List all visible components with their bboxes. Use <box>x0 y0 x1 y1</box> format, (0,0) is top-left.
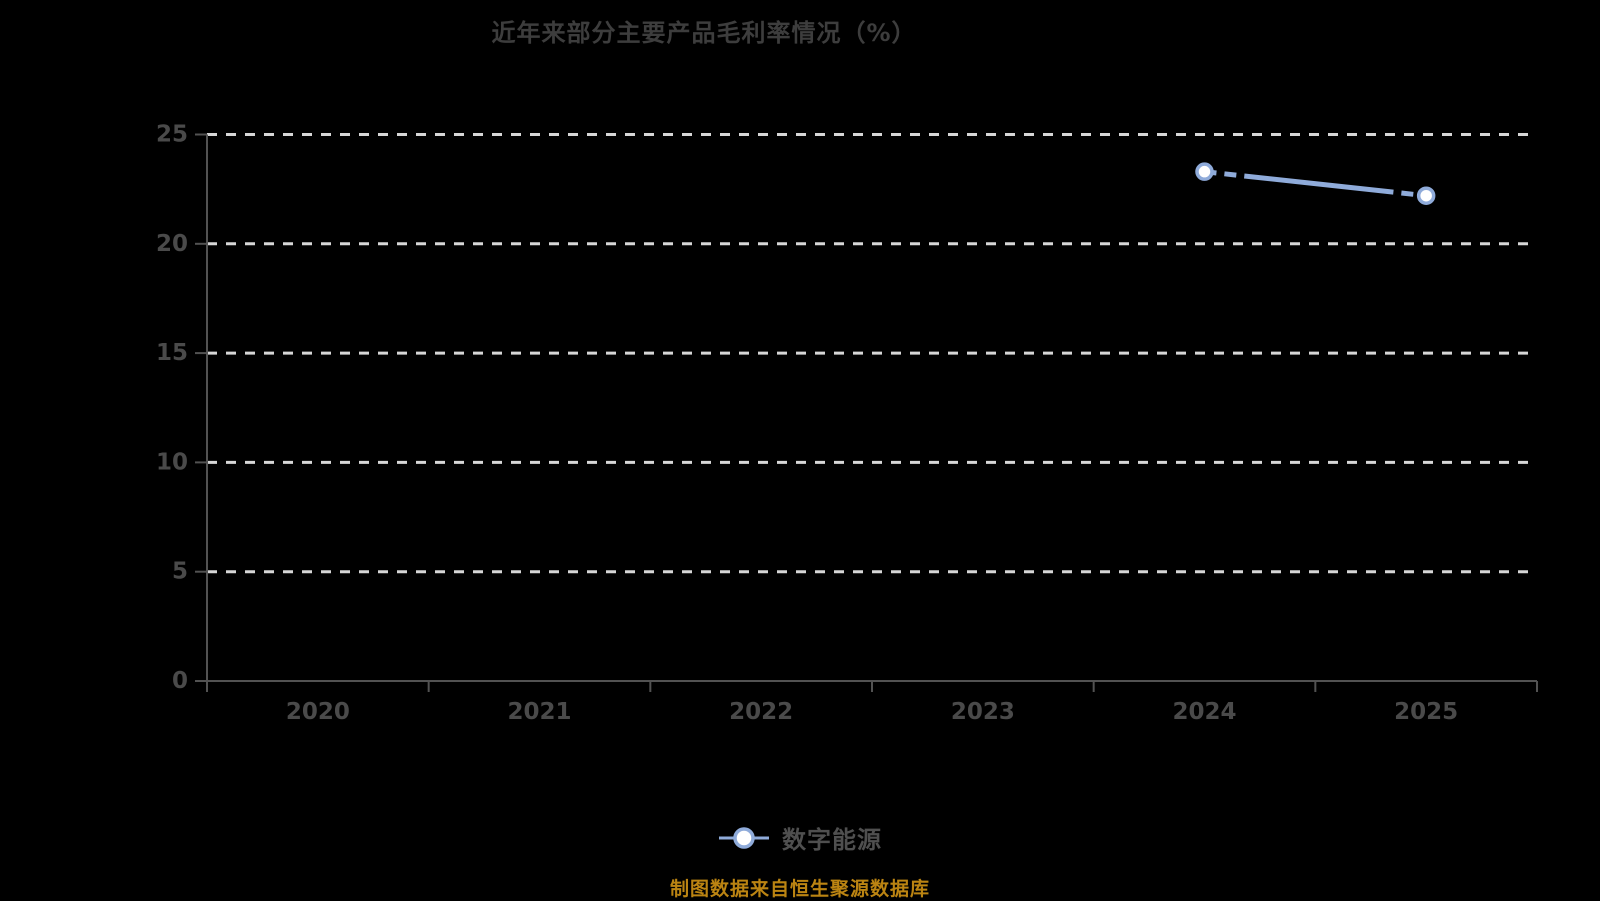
line-circle-marker-icon <box>719 826 769 849</box>
y-axis-tick-label: 20 <box>156 231 188 257</box>
x-axis-tick-label: 2021 <box>507 699 571 725</box>
x-axis-tick-label: 2024 <box>1172 699 1236 725</box>
data-point-marker[interactable] <box>1195 162 1214 181</box>
y-axis-tick-label: 15 <box>156 340 188 366</box>
legend-item-label: 数字能源 <box>782 826 882 854</box>
legend-item-shuzinengyuan[interactable]: 数字能源 <box>718 820 882 855</box>
data-point-marker[interactable] <box>1416 186 1436 205</box>
y-axis-tick-label: 0 <box>172 668 188 694</box>
series-line-segment <box>1204 169 1427 199</box>
x-axis-tick-label: 2025 <box>1394 699 1458 725</box>
x-axis-tick-label: 2023 <box>951 699 1015 725</box>
y-axis-tick-label: 25 <box>156 122 188 148</box>
y-axis-tick-label: 5 <box>172 559 188 585</box>
x-axis-tick-label: 2022 <box>729 699 793 725</box>
legend: 数字能源 <box>0 820 1600 855</box>
data-source-note: 制图数据来自恒生聚源数据库 <box>669 878 930 900</box>
chart-title: 近年来部分主要产品毛利率情况（%） <box>491 19 917 47</box>
x-axis-tick-label: 2020 <box>286 699 350 725</box>
y-axis-tick-label: 10 <box>156 449 188 475</box>
